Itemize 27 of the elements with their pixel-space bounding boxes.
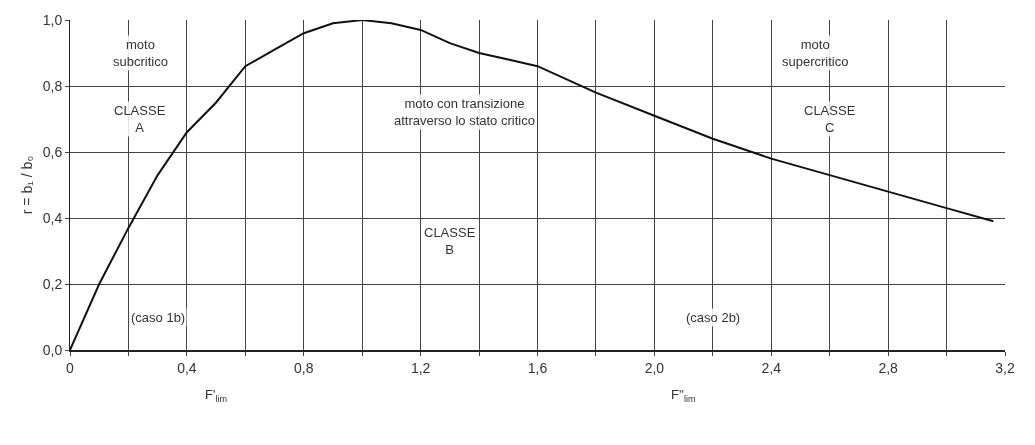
x-tick-label: 1,2 — [410, 359, 431, 376]
y-axis-title: r = b₁ / b₀ — [19, 155, 35, 215]
annotation: CLASSE C — [804, 103, 856, 135]
y-tick-label: 1,0 — [42, 11, 63, 28]
annotation: (caso 1b) — [131, 310, 186, 325]
text: F'$_{lim}$ — [205, 387, 228, 404]
x-tick-label: 0 — [66, 359, 75, 376]
y-tick-label: 0,4 — [42, 209, 63, 226]
x-tick-label: 2,4 — [761, 359, 782, 376]
x-tick-label: 2,8 — [878, 359, 899, 376]
annotation: (caso 2b) — [686, 310, 741, 325]
line-series — [70, 20, 995, 350]
y-tick-label: 0,0 — [42, 341, 63, 358]
x-tick-label: 2,0 — [644, 359, 665, 376]
x-tick-label: 0,8 — [294, 359, 314, 376]
x-tick-label: 1,6 — [527, 359, 548, 376]
annotation: CLASSE B — [424, 225, 476, 257]
x-tick-label: 3,2 — [995, 359, 1015, 376]
y-tick-label: 0,8 — [42, 77, 63, 94]
y-tick-label: 0,6 — [42, 143, 63, 160]
x-tick-label: 0,4 — [177, 359, 197, 376]
annotation: moto con transizione attraverso lo stato critico — [394, 96, 535, 128]
annotation: CLASSE A — [114, 103, 166, 135]
annotation: moto supercritico — [782, 37, 849, 69]
annotation: moto subcritico — [113, 37, 168, 69]
y-tick-label: 0,2 — [42, 275, 63, 292]
text: F''$_{lim}$ — [671, 387, 696, 404]
